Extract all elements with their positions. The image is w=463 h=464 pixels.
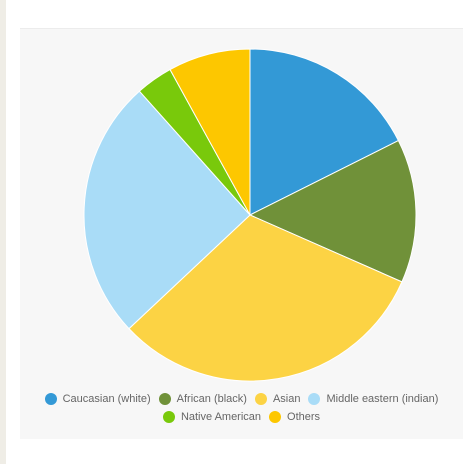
legend-item-caucasian[interactable]: Caucasian (white) bbox=[44, 390, 151, 408]
legend-item-asian[interactable]: Asian bbox=[254, 390, 301, 408]
legend-label: Asian bbox=[272, 393, 301, 405]
legend-item-middle-eastern[interactable]: Middle eastern (indian) bbox=[308, 390, 438, 408]
legend-swatch bbox=[44, 393, 57, 405]
legend-label: Caucasian (white) bbox=[62, 393, 151, 405]
legend-swatch bbox=[162, 411, 175, 423]
legend-item-others[interactable]: Others bbox=[269, 408, 320, 426]
legend-item-native-american[interactable]: Native American bbox=[162, 408, 262, 426]
legend-row-2: Native American Others bbox=[20, 408, 463, 426]
legend-label: Middle eastern (indian) bbox=[326, 393, 439, 405]
legend-swatch bbox=[254, 393, 267, 405]
legend-label: African (black) bbox=[176, 393, 247, 405]
legend-label: Native American bbox=[180, 411, 262, 423]
pie-slice-asian[interactable] bbox=[128, 214, 403, 382]
pie-slice-caucasian[interactable] bbox=[249, 48, 400, 216]
pie-slice-african[interactable] bbox=[248, 139, 417, 283]
legend-swatch bbox=[308, 393, 321, 405]
legend-swatch bbox=[158, 393, 171, 405]
chart-legend: Caucasian (white) African (black) Asian … bbox=[20, 390, 463, 426]
legend-swatch bbox=[269, 411, 282, 423]
pie-slice-others[interactable] bbox=[169, 48, 251, 216]
legend-label: Others bbox=[287, 411, 321, 423]
legend-row-1: Caucasian (white) African (black) Asian … bbox=[20, 390, 463, 408]
pie-slice-middle-eastern[interactable] bbox=[83, 90, 251, 330]
pie-slices bbox=[83, 48, 417, 382]
legend-item-african[interactable]: African (black) bbox=[158, 390, 247, 408]
